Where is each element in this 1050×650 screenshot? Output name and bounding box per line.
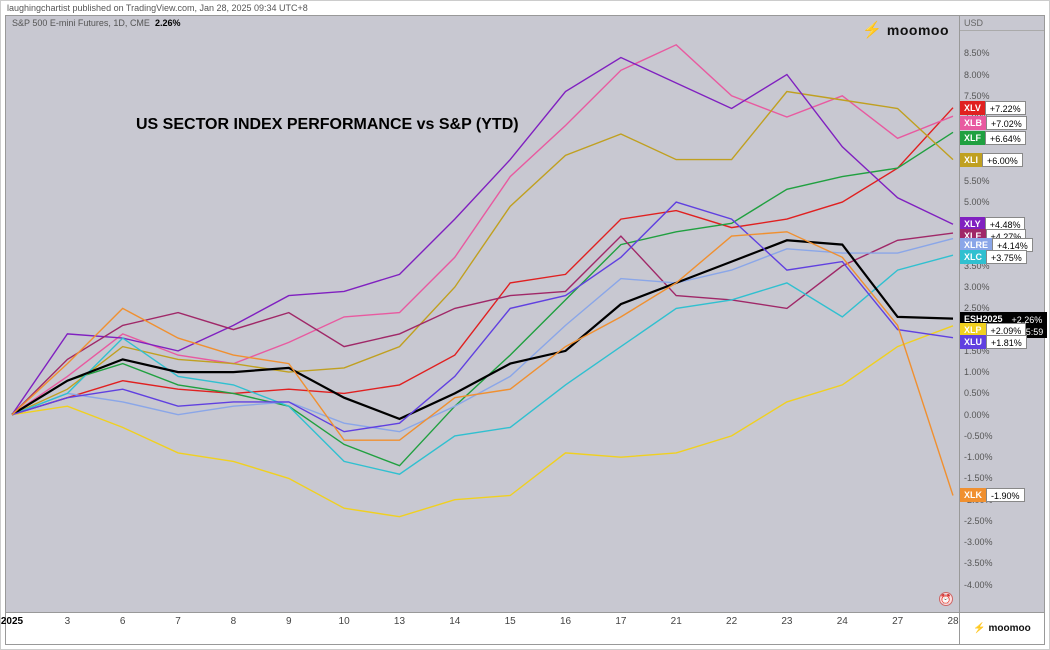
- end-label-XLF[interactable]: XLF+6.64%: [960, 131, 1026, 145]
- end-label-XLC[interactable]: XLC+3.75%: [960, 250, 1027, 264]
- x-tick: 17: [615, 616, 626, 627]
- x-tick: 22: [726, 616, 737, 627]
- x-tick: 27: [892, 616, 903, 627]
- line-chart-canvas: [6, 16, 959, 612]
- series-XLRE: [12, 239, 953, 432]
- x-tick: 3: [65, 616, 71, 627]
- x-tick: 21: [671, 616, 682, 627]
- x-tick: 2025: [1, 616, 23, 627]
- x-tick: 7: [175, 616, 181, 627]
- series-ESH2025: [12, 240, 953, 419]
- y-tick: 3.00%: [964, 282, 990, 292]
- y-tick: -3.00%: [964, 537, 993, 547]
- brand-logo-bottom[interactable]: ⚡ moomoo: [973, 623, 1030, 634]
- x-tick: 8: [231, 616, 237, 627]
- y-tick: 8.50%: [964, 48, 990, 58]
- y-tick: -0.50%: [964, 431, 993, 441]
- y-axis-price-scale[interactable]: USD 8.50%8.00%7.50%7.00%6.50%6.00%5.50%5…: [960, 15, 1045, 613]
- series-XLU: [12, 202, 953, 432]
- y-tick: 0.50%: [964, 388, 990, 398]
- series-XLV: [12, 108, 953, 415]
- y-tick: 7.50%: [964, 91, 990, 101]
- end-label-XLK[interactable]: XLK-1.90%: [960, 488, 1025, 502]
- x-tick: 16: [560, 616, 571, 627]
- y-tick: -2.50%: [964, 516, 993, 526]
- x-tick: 13: [394, 616, 405, 627]
- series-XLY: [12, 58, 953, 415]
- plot-area[interactable]: S&P 500 E-mini Futures, 1D, CME 2.26% US…: [5, 15, 960, 613]
- x-tick: 24: [837, 616, 848, 627]
- end-label-XLU[interactable]: XLU+1.81%: [960, 335, 1027, 349]
- chart-wrap: S&P 500 E-mini Futures, 1D, CME 2.26% US…: [5, 15, 1045, 645]
- y-tick: -4.00%: [964, 580, 993, 590]
- y-tick: 5.00%: [964, 197, 990, 207]
- x-tick: 9: [286, 616, 292, 627]
- y-tick: 1.00%: [964, 367, 990, 377]
- alert-icon[interactable]: ⏰: [939, 592, 953, 606]
- x-tick: 23: [781, 616, 792, 627]
- y-tick: 8.00%: [964, 70, 990, 80]
- series-XLP: [12, 326, 953, 517]
- x-tick: 6: [120, 616, 126, 627]
- y-tick: -1.00%: [964, 452, 993, 462]
- y-tick: -3.50%: [964, 558, 993, 568]
- attribution-text: laughingchartist published on TradingVie…: [7, 3, 308, 13]
- y-tick: 0.00%: [964, 410, 990, 420]
- series-XLK: [12, 232, 953, 496]
- x-tick: 28: [947, 616, 958, 627]
- chart-window: laughingchartist published on TradingVie…: [0, 0, 1050, 650]
- x-tick: 10: [339, 616, 350, 627]
- series-XLE: [12, 233, 953, 415]
- end-label-XLI[interactable]: XLI+6.00%: [960, 153, 1023, 167]
- x-axis-time-scale[interactable]: 202536789101314151617212223242728: [5, 613, 960, 645]
- x-tick: 15: [505, 616, 516, 627]
- y-tick: 5.50%: [964, 176, 990, 186]
- footer-logo-cell: ⚡ moomoo: [960, 613, 1045, 645]
- y-tick: -1.50%: [964, 473, 993, 483]
- x-tick: 14: [449, 616, 460, 627]
- end-label-XLB[interactable]: XLB+7.02%: [960, 116, 1027, 130]
- end-label-XLV[interactable]: XLV+7.22%: [960, 101, 1026, 115]
- y-axis-unit: USD: [960, 16, 1044, 31]
